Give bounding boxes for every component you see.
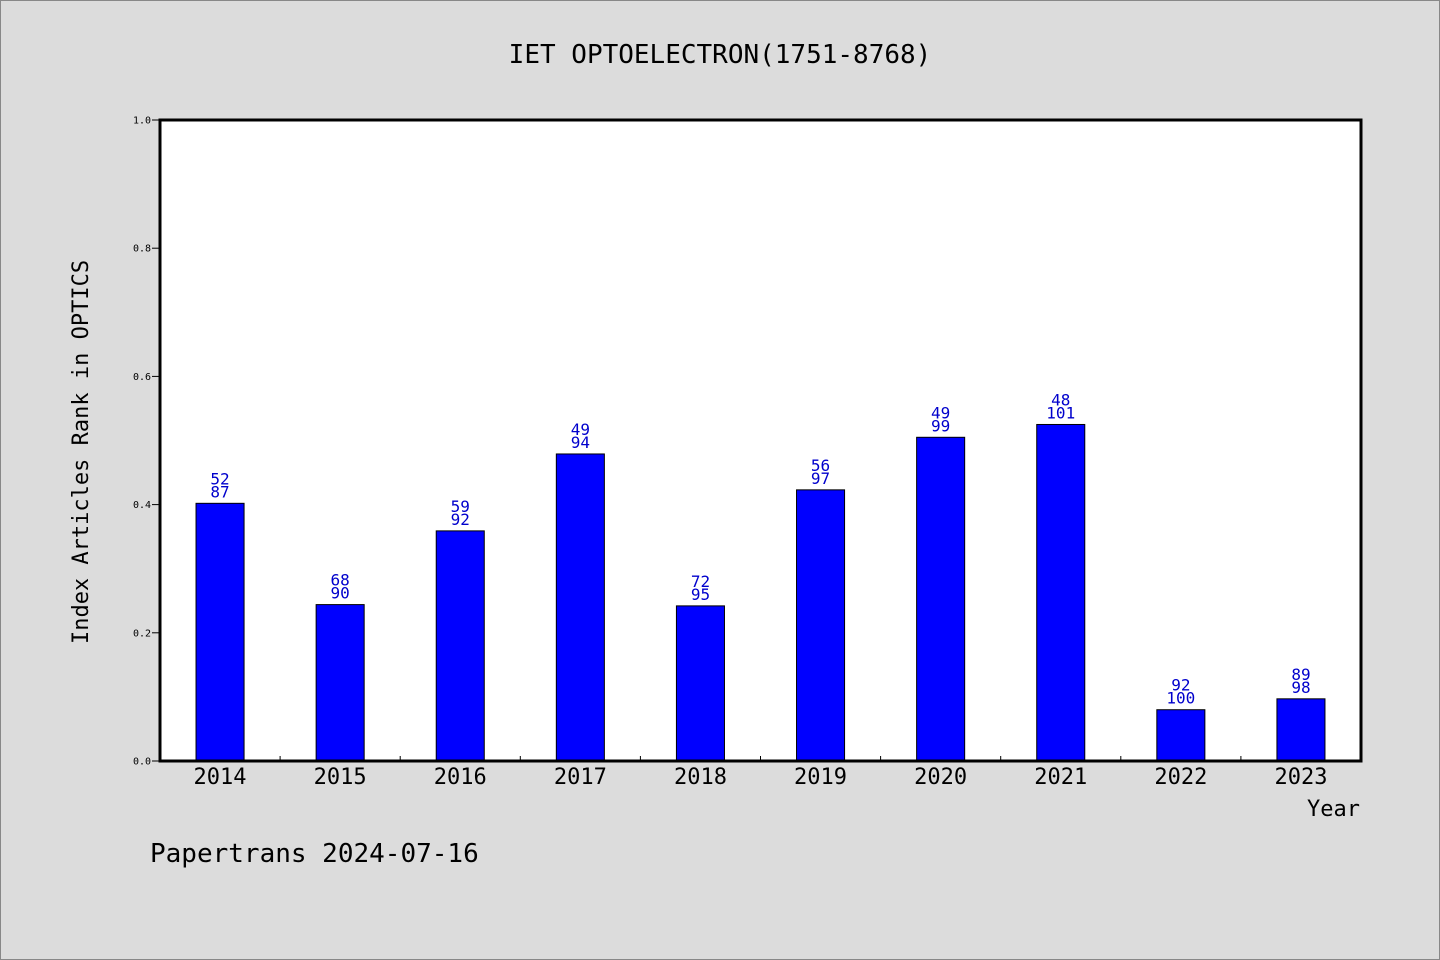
bar-label-bottom: 92 [451,510,470,529]
bar [195,502,245,762]
bar [1156,709,1206,762]
plot-frame [158,118,1363,763]
y-tick-label: 0.6 [133,372,151,383]
bar-label-bottom: 100 [1166,689,1195,708]
x-axis-label: Year [1307,797,1360,822]
bar-label-top: 56 [811,456,830,475]
bar [555,453,605,762]
x-tick-label: 2019 [794,765,847,790]
bar-label-top: 72 [691,572,710,591]
bar [675,605,725,762]
bar-label-bottom: 94 [571,433,590,452]
y-tick-label: 1.0 [133,116,151,127]
bar [315,604,365,762]
bar [435,530,485,762]
x-tick-label: 2015 [314,765,367,790]
bar-label-top: 68 [331,571,350,590]
bar-label-bottom: 95 [691,585,710,604]
bar-label-top: 92 [1171,676,1190,695]
x-tick-label: 2014 [194,765,247,790]
y-tick-label: 0.0 [133,757,151,768]
x-tick-label: 2023 [1274,765,1327,790]
bar-label-top: 48 [1051,390,1070,409]
bar-labels-group: 5287689059924994729556974999481019210089… [210,390,1310,707]
x-tick-label: 2017 [554,765,607,790]
bar-label-bottom: 97 [811,469,830,488]
y-tick-label: 0.2 [133,628,151,639]
bar [916,436,966,762]
chart-title: IET OPTOELECTRON(1751-8768) [509,40,932,70]
bar-label-top: 89 [1291,665,1310,684]
bar-label-bottom: 87 [210,482,229,501]
y-axis-label: Index Articles Rank in OPTICS [69,260,94,644]
bar-label-top: 49 [931,403,950,422]
bar [1036,423,1086,762]
y-tick-label: 0.8 [133,244,151,255]
bar-label-top: 49 [571,420,590,439]
y-tick-label: 0.4 [133,500,151,511]
bar-label-top: 52 [210,469,229,488]
x-ticks-group: 2014 2015 2016 2017 2018 2019 2020 2021 2022 2023 [194,756,1327,790]
x-tick-label: 2016 [434,765,487,790]
bar-label-bottom: 101 [1046,403,1075,422]
x-tick-label: 2018 [674,765,727,790]
x-tick-label: 2020 [914,765,967,790]
bar [796,489,846,762]
bar-label-bottom: 98 [1291,678,1310,697]
bars-group [195,423,1326,762]
x-tick-label: 2022 [1154,765,1207,790]
bar-label-bottom: 99 [931,416,950,435]
bar-label-bottom: 90 [331,584,350,603]
x-tick-label: 2021 [1034,765,1087,790]
footer-text: Papertrans 2024-07-16 [150,839,479,869]
bar [1276,698,1326,762]
bar-label-top: 59 [451,497,470,516]
